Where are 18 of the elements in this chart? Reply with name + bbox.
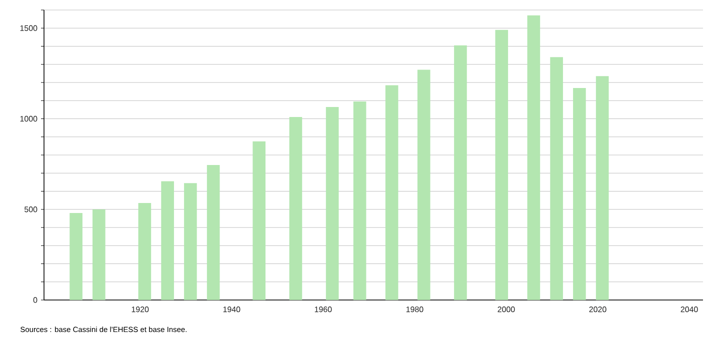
bar: [92, 209, 106, 300]
bar: [206, 164, 220, 300]
bar: [326, 106, 339, 300]
bar: [161, 181, 174, 300]
bar: [70, 213, 82, 300]
bar: [289, 116, 302, 300]
bar: [138, 203, 152, 300]
bar: [184, 183, 197, 300]
bar: [495, 30, 508, 300]
bar: [596, 76, 609, 300]
bar: [527, 15, 540, 300]
bar: [417, 70, 430, 300]
bar: [385, 85, 398, 300]
bar: [573, 88, 586, 300]
bar: [252, 141, 266, 300]
bar: [550, 57, 563, 300]
bar: [454, 45, 467, 300]
bar: [353, 102, 366, 300]
